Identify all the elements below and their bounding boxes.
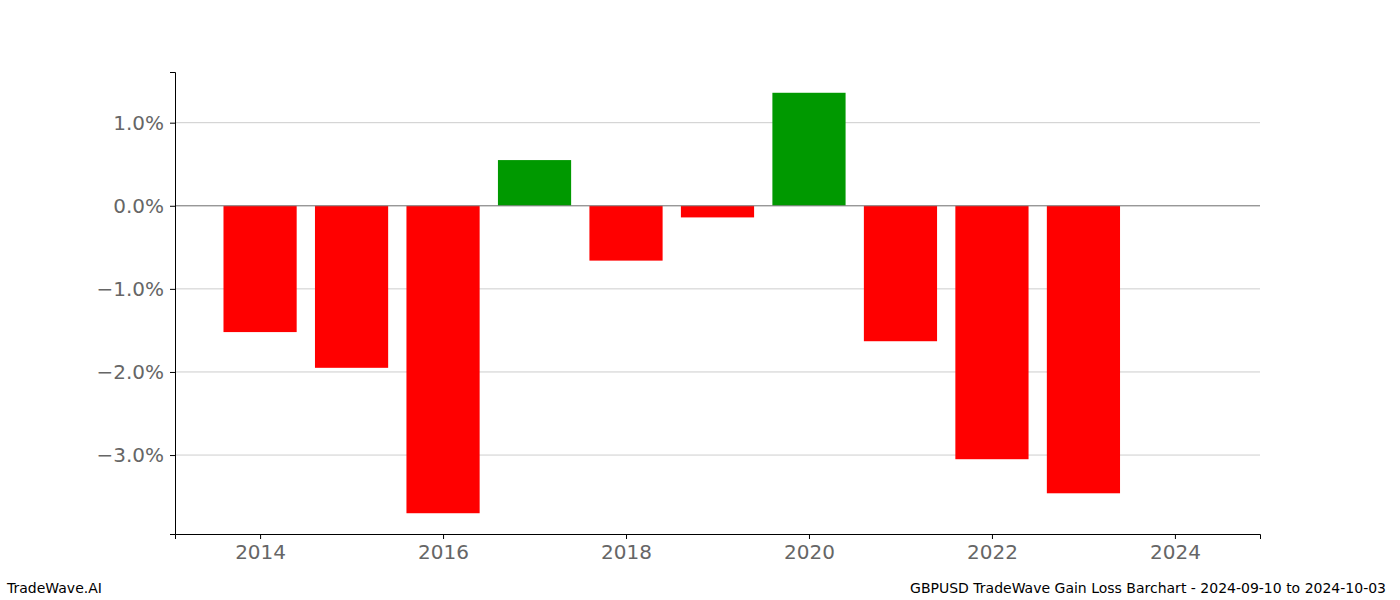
y-tick-label: −1.0% [96, 277, 164, 301]
bar [223, 206, 296, 332]
bar [864, 206, 937, 341]
y-tick-mark [170, 372, 175, 373]
bars [223, 93, 1120, 513]
x-tick-mark [992, 534, 993, 539]
x-tick-label: 2022 [967, 540, 1018, 564]
y-tick: 1.0% [113, 111, 175, 135]
grid-line [175, 122, 1260, 123]
y-tick-mark [170, 289, 175, 290]
x-tick: 2024 [1150, 534, 1201, 564]
x-axis-line [176, 535, 1261, 540]
y-tick: 0.0% [113, 194, 175, 218]
x-tick: 2016 [418, 534, 469, 564]
zero-line [175, 205, 1260, 206]
y-tick-mark [170, 455, 175, 456]
y-tick-label: −2.0% [96, 360, 164, 384]
y-tick: −1.0% [96, 277, 175, 301]
bar [681, 206, 754, 218]
x-tick-label: 2016 [418, 540, 469, 564]
x-tick-label: 2018 [601, 540, 652, 564]
x-tick-label: 2024 [1150, 540, 1201, 564]
y-tick-mark [170, 123, 175, 124]
x-tick: 2018 [601, 534, 652, 564]
x-tick-mark [626, 534, 627, 539]
x-tick-mark [1175, 534, 1176, 539]
source: TradeWave.AI [6, 580, 102, 596]
x-tick-mark [443, 534, 444, 539]
y-tick: −2.0% [96, 360, 175, 384]
x-tick-mark [809, 534, 810, 539]
y-axis: −3.0% −2.0% −1.0% 0.0% 1.0% [96, 73, 175, 535]
bar [772, 93, 845, 206]
x-axis: 2014 2016 2018 2020 2022 2024 [176, 534, 1261, 564]
x-tick-label: 2014 [235, 540, 286, 564]
y-tick-label: −3.0% [96, 443, 164, 467]
x-tick: 2014 [235, 534, 286, 564]
x-tick: 2020 [784, 534, 835, 564]
bar [589, 206, 662, 261]
y-tick: −3.0% [96, 443, 175, 467]
bar [1047, 206, 1120, 494]
bar [315, 206, 388, 368]
x-tick-label: 2020 [784, 540, 835, 564]
y-tick-label: 0.0% [113, 194, 164, 218]
bar [498, 160, 571, 206]
bar [406, 206, 479, 513]
title: GBPUSD TradeWave Gain Loss Barchart - 20… [910, 580, 1386, 596]
y-tick-mark [170, 206, 175, 207]
x-tick: 2022 [967, 534, 1018, 564]
grid-line [175, 205, 1260, 206]
x-tick-mark [260, 534, 261, 539]
y-tick-label: 1.0% [113, 111, 164, 135]
y-axis-line [170, 73, 176, 535]
plot: −3.0%−2.0%−1.0%0.0%1.0%20142016201820202… [96, 73, 1260, 565]
chart: −3.0%−2.0%−1.0%0.0%1.0%20142016201820202… [0, 0, 1400, 600]
bar [955, 206, 1028, 459]
